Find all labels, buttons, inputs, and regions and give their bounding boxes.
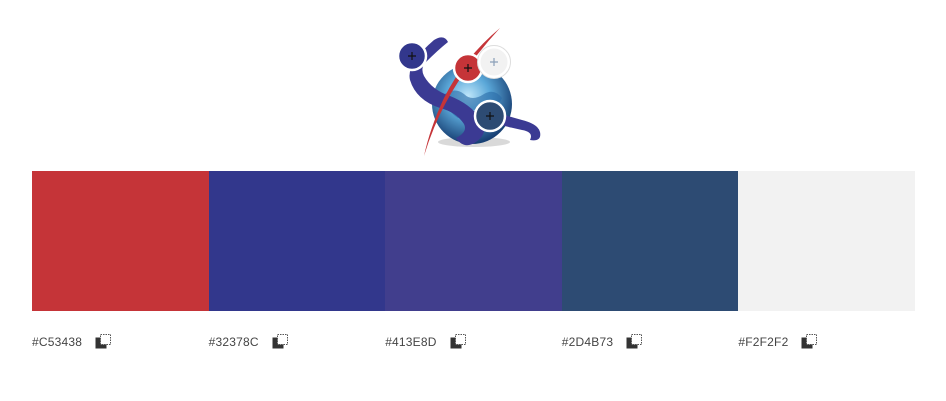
- swatch-4[interactable]: [561, 171, 739, 311]
- hex-label-group-5: #F2F2F2: [738, 333, 915, 351]
- source-image: [392, 26, 552, 158]
- hex-value: #F2F2F2: [738, 335, 789, 349]
- swatch-5[interactable]: [738, 171, 915, 311]
- copy-icon[interactable]: [626, 334, 643, 350]
- hex-label-group-1: #C53438: [32, 333, 209, 351]
- hex-label-group-3: #413E8D: [385, 333, 562, 351]
- color-picker-handle-5[interactable]: [477, 45, 511, 79]
- hex-value: #2D4B73: [561, 335, 614, 349]
- hex-value: #C53438: [32, 335, 83, 349]
- hex-label-group-2: #32378C: [209, 333, 386, 351]
- copy-icon[interactable]: [95, 334, 112, 350]
- hex-value: #413E8D: [385, 335, 437, 349]
- hex-labels-row: #C53438 #32378C #413E8D #2D4B73 #F2F2F2: [32, 333, 915, 351]
- logo-graphic: [396, 28, 541, 156]
- figure-shape: [409, 37, 485, 146]
- swatch-1[interactable]: [32, 171, 209, 311]
- color-picker-handle-4[interactable]: [473, 99, 507, 133]
- swatch-2[interactable]: [208, 171, 386, 311]
- copy-icon[interactable]: [801, 334, 818, 350]
- swatch-3[interactable]: [385, 171, 562, 311]
- copy-icon[interactable]: [272, 334, 289, 350]
- hex-label-group-4: #2D4B73: [562, 333, 739, 351]
- color-palette: [32, 171, 915, 311]
- hex-value: #32378C: [208, 335, 259, 349]
- color-picker-handle-1[interactable]: [396, 40, 428, 72]
- copy-icon[interactable]: [450, 334, 467, 350]
